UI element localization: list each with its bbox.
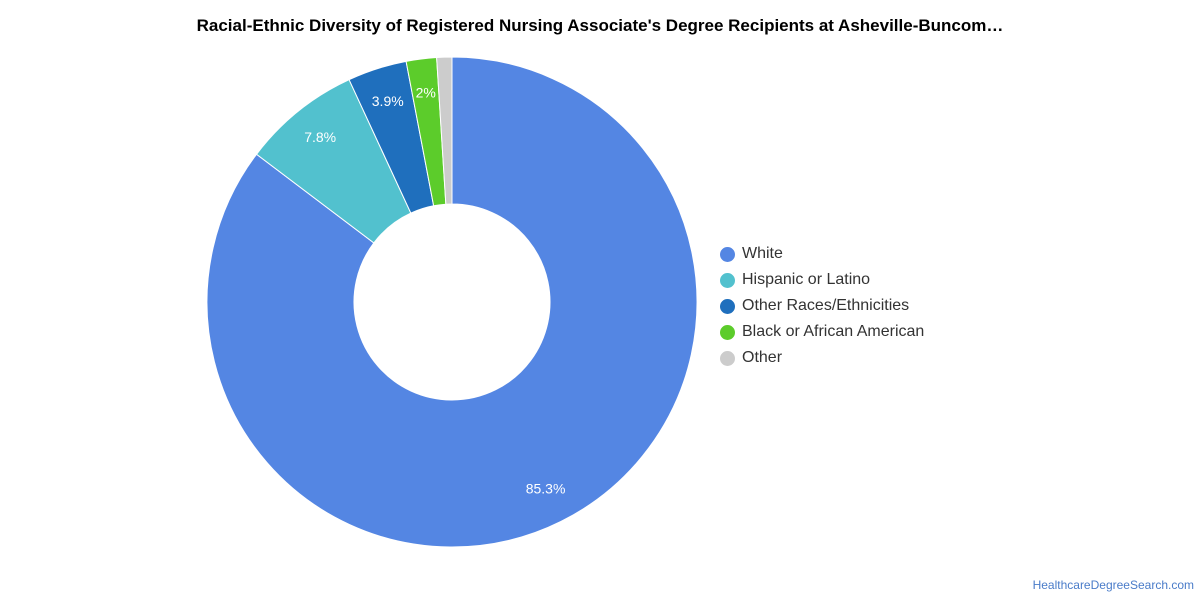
legend-item-other-races-ethnicities[interactable]: Other Races/Ethnicities: [720, 293, 924, 319]
slice-label-black-or-african-american: 2%: [416, 84, 436, 100]
slice-label-other-races-ethnicities: 3.9%: [372, 93, 404, 109]
legend-item-white[interactable]: White: [720, 241, 924, 267]
slice-other[interactable]: [436, 56, 453, 205]
legend-swatch: [720, 298, 735, 314]
legend-label: Other Races/Ethnicities: [742, 297, 910, 314]
legend-swatch: [720, 246, 735, 262]
legend-label: Hispanic or Latino: [742, 271, 871, 288]
legend-item-black-or-african-american[interactable]: Black or African American: [720, 319, 924, 345]
legend-swatch: [720, 324, 735, 340]
legend-item-other[interactable]: Other: [720, 345, 924, 371]
legend-item-hispanic-or-latino[interactable]: Hispanic or Latino: [720, 267, 924, 293]
slice-white[interactable]: [206, 56, 698, 548]
source-link[interactable]: HealthcareDegreeSearch.com: [1032, 578, 1194, 592]
legend-swatch: [720, 272, 735, 288]
slice-label-white: 85.3%: [526, 481, 566, 497]
chart-title: Racial-Ethnic Diversity of Registered Nu…: [196, 16, 1004, 35]
slice-label-hispanic-or-latino: 7.8%: [304, 129, 336, 145]
legend: White Hispanic or Latino Other Races/Eth…: [720, 241, 924, 371]
legend-label: Other: [742, 349, 783, 366]
legend-swatch: [720, 350, 735, 366]
legend-label: White: [742, 245, 783, 262]
legend-label: Black or African American: [742, 323, 925, 340]
